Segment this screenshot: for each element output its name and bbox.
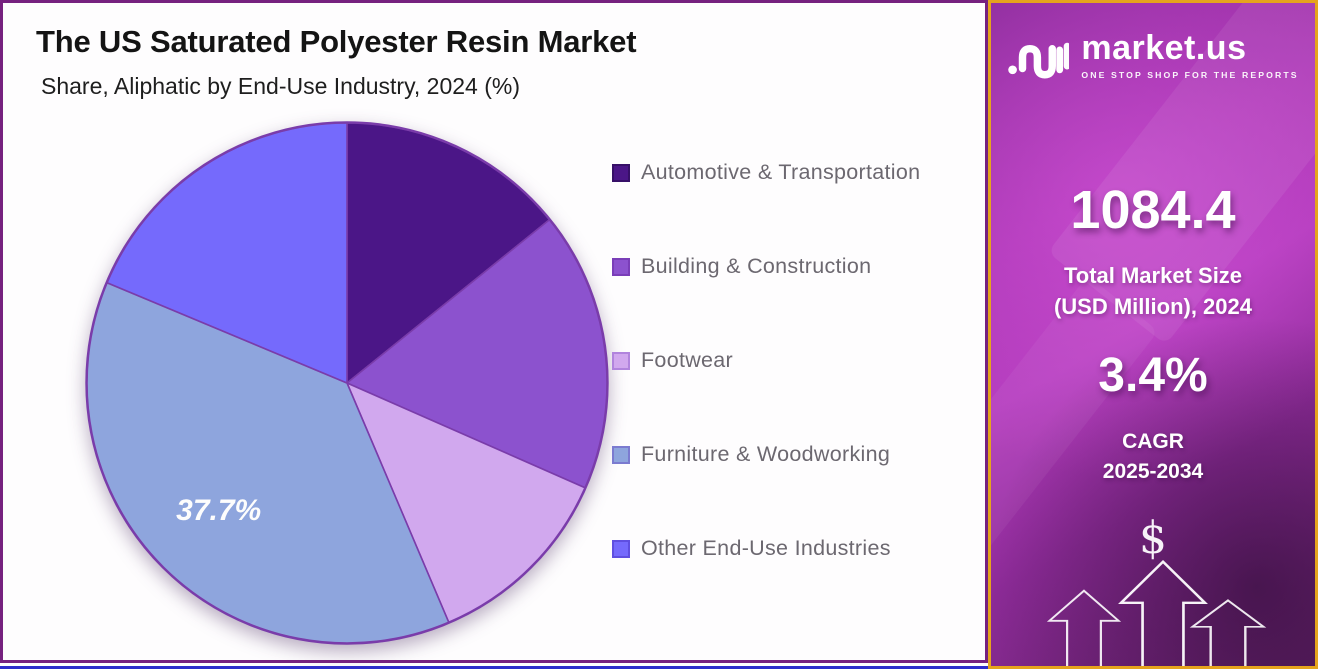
brand-sidebar: market.us ONE STOP SHOP FOR THE REPORTS … <box>988 0 1318 669</box>
cagr-value: 3.4% <box>1098 349 1208 402</box>
pie-data-label: 37.7% <box>176 494 261 527</box>
legend-item-other-end-use: Other End-Use Industries <box>612 536 920 561</box>
legend-label: Footwear <box>641 348 734 372</box>
growth-arrow-icon <box>1046 588 1122 666</box>
legend-swatch-footwear-icon <box>612 351 630 370</box>
legend-label: Other End-Use Industries <box>641 536 891 560</box>
legend-swatch-building-icon <box>612 257 630 276</box>
legend-swatch-other-icon <box>612 539 630 558</box>
legend-swatch-automotive-icon <box>612 163 630 182</box>
legend-label: Automotive & Transportation <box>641 160 921 184</box>
legend-item-automotive-transportation: Automotive & Transportation <box>612 160 920 185</box>
growth-arrow-icon <box>1189 598 1267 666</box>
cagr-label: CAGR 2025-2034 <box>991 427 1315 487</box>
legend-item-furniture-woodworking: Furniture & Woodworking <box>612 442 920 467</box>
growth-arrow-icon <box>1117 558 1209 666</box>
total-market-size-label-line2: (USD Million), 2024 <box>1053 294 1253 320</box>
pie-outline <box>85 121 609 645</box>
cagr-label-line1: CAGR <box>1122 430 1184 453</box>
total-market-size-label: Total Market Size (USD Million), 2024 <box>991 260 1315 322</box>
page-subtitle: Share, Aliphatic by End-Use Industry, 20… <box>41 73 520 99</box>
legend-label: Building & Construction <box>641 254 872 278</box>
total-market-size-value: 1084.4 <box>1070 180 1236 240</box>
legend: Automotive & Transportation Building & C… <box>612 160 920 561</box>
chart-panel: The US Saturated Polyester Resin Market … <box>36 24 921 645</box>
brand-header: market.us ONE STOP SHOP FOR THE REPORTS <box>991 31 1315 90</box>
marketus-logo-icon <box>1007 31 1071 90</box>
bottom-accent-strip <box>0 666 988 669</box>
dollar-icon: $ <box>1139 513 1167 564</box>
legend-item-footwear: Footwear <box>612 348 920 373</box>
cagr-label-line2: 2025-2034 <box>1102 459 1204 483</box>
brand-tagline: ONE STOP SHOP FOR THE REPORTS <box>1081 70 1299 80</box>
legend-swatch-furniture-icon <box>612 445 630 464</box>
page-title: The US Saturated Polyester Resin Market <box>36 24 637 59</box>
brand-name: market.us <box>1081 29 1247 67</box>
legend-label: Furniture & Woodworking <box>641 442 891 466</box>
total-market-size-label-line1: Total Market Size <box>1063 263 1243 288</box>
pie-chart: 37.7% <box>85 121 609 645</box>
legend-item-building-construction: Building & Construction <box>612 254 920 279</box>
